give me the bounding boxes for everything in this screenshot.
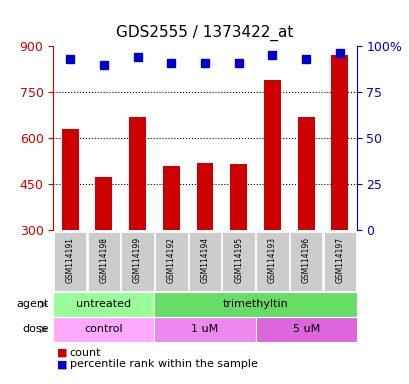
Text: GSM114192: GSM114192 xyxy=(166,237,175,283)
Text: trimethyltin: trimethyltin xyxy=(222,299,288,310)
Text: count: count xyxy=(70,348,101,358)
FancyBboxPatch shape xyxy=(289,232,321,291)
FancyBboxPatch shape xyxy=(121,232,153,291)
Text: GSM114198: GSM114198 xyxy=(99,237,108,283)
FancyBboxPatch shape xyxy=(88,232,120,291)
Text: agent: agent xyxy=(17,299,49,310)
Text: control: control xyxy=(84,324,123,334)
Text: GSM114199: GSM114199 xyxy=(133,237,142,283)
FancyBboxPatch shape xyxy=(154,292,356,317)
Bar xyxy=(95,177,112,230)
FancyBboxPatch shape xyxy=(54,232,86,291)
Text: GSM114193: GSM114193 xyxy=(267,237,276,283)
Bar xyxy=(62,129,79,230)
Bar xyxy=(297,117,314,230)
Bar xyxy=(263,80,280,230)
Text: GSM114197: GSM114197 xyxy=(335,237,344,283)
FancyBboxPatch shape xyxy=(255,317,356,342)
FancyBboxPatch shape xyxy=(256,232,288,291)
Text: percentile rank within the sample: percentile rank within the sample xyxy=(70,359,257,369)
FancyBboxPatch shape xyxy=(323,232,355,291)
Text: GSM114191: GSM114191 xyxy=(65,237,74,283)
Bar xyxy=(230,164,247,230)
FancyBboxPatch shape xyxy=(154,317,255,342)
Text: GDS2555 / 1373422_at: GDS2555 / 1373422_at xyxy=(116,25,293,41)
Bar xyxy=(129,117,146,230)
Bar xyxy=(196,163,213,230)
Text: ■: ■ xyxy=(57,359,68,369)
FancyBboxPatch shape xyxy=(53,292,154,317)
Bar xyxy=(162,166,179,230)
Text: untreated: untreated xyxy=(76,299,131,310)
FancyBboxPatch shape xyxy=(53,317,154,342)
Text: GSM114195: GSM114195 xyxy=(234,237,243,283)
Bar xyxy=(330,55,347,230)
FancyBboxPatch shape xyxy=(188,232,221,291)
Text: ■: ■ xyxy=(57,348,68,358)
Text: GSM114194: GSM114194 xyxy=(200,237,209,283)
Text: 5 uM: 5 uM xyxy=(292,324,319,334)
Text: 1 uM: 1 uM xyxy=(191,324,218,334)
FancyBboxPatch shape xyxy=(155,232,187,291)
Text: dose: dose xyxy=(22,324,49,334)
FancyBboxPatch shape xyxy=(222,232,254,291)
Text: GSM114196: GSM114196 xyxy=(301,237,310,283)
